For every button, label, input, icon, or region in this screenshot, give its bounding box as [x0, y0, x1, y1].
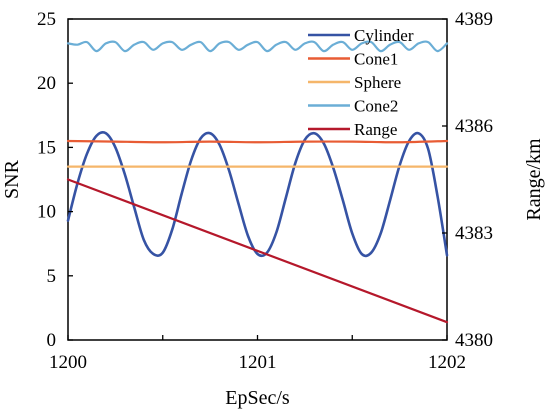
y-right-axis-title: Range/km — [523, 138, 545, 221]
legend-label: Cone1 — [354, 50, 398, 69]
legend-item-cone1: Cone1 — [308, 50, 398, 69]
legend-item-cone2: Cone2 — [308, 97, 398, 116]
y-left-tick-label: 25 — [37, 9, 56, 30]
y-right-tick-label: 4380 — [455, 330, 493, 351]
legend-item-sphere: Sphere — [308, 73, 401, 92]
x-tick-label: 1201 — [239, 352, 277, 373]
series-line-cone1 — [66, 139, 449, 144]
series-line-range — [66, 178, 449, 324]
y-left-tick-label: 15 — [37, 137, 56, 158]
y-left-axis-title: SNR — [1, 159, 23, 199]
legend-item-cylinder: Cylinder — [308, 26, 414, 45]
y-right-tick-label: 4389 — [455, 9, 493, 30]
y-left-tick-label: 5 — [47, 266, 57, 287]
series-line-cone2 — [66, 40, 449, 53]
legend-item-range: Range — [308, 120, 397, 139]
x-tick-label: 1202 — [428, 352, 466, 373]
y-left-tick-label: 10 — [37, 202, 56, 223]
axes-layer: 1200 1201 1202 0 5 10 15 20 25 4380 4383 4386 4389 Ep… — [1, 9, 545, 409]
legend: Cylinder Cone1 Sphere Cone2 Range — [308, 26, 414, 139]
y-left-tick-label: 20 — [37, 73, 56, 94]
legend-label: Range — [354, 120, 397, 139]
x-tick-label: 1200 — [49, 352, 87, 373]
y-right-tick-label: 4383 — [455, 223, 493, 244]
series-layer — [66, 40, 449, 324]
y-right-tick-label: 4386 — [455, 116, 493, 137]
x-axis-title: EpSec/s — [225, 387, 290, 409]
legend-label: Cone2 — [354, 97, 398, 116]
series-line-cylinder — [66, 131, 449, 258]
legend-label: Sphere — [354, 73, 401, 92]
y-left-tick-label: 0 — [47, 330, 57, 351]
legend-label: Cylinder — [354, 26, 414, 45]
